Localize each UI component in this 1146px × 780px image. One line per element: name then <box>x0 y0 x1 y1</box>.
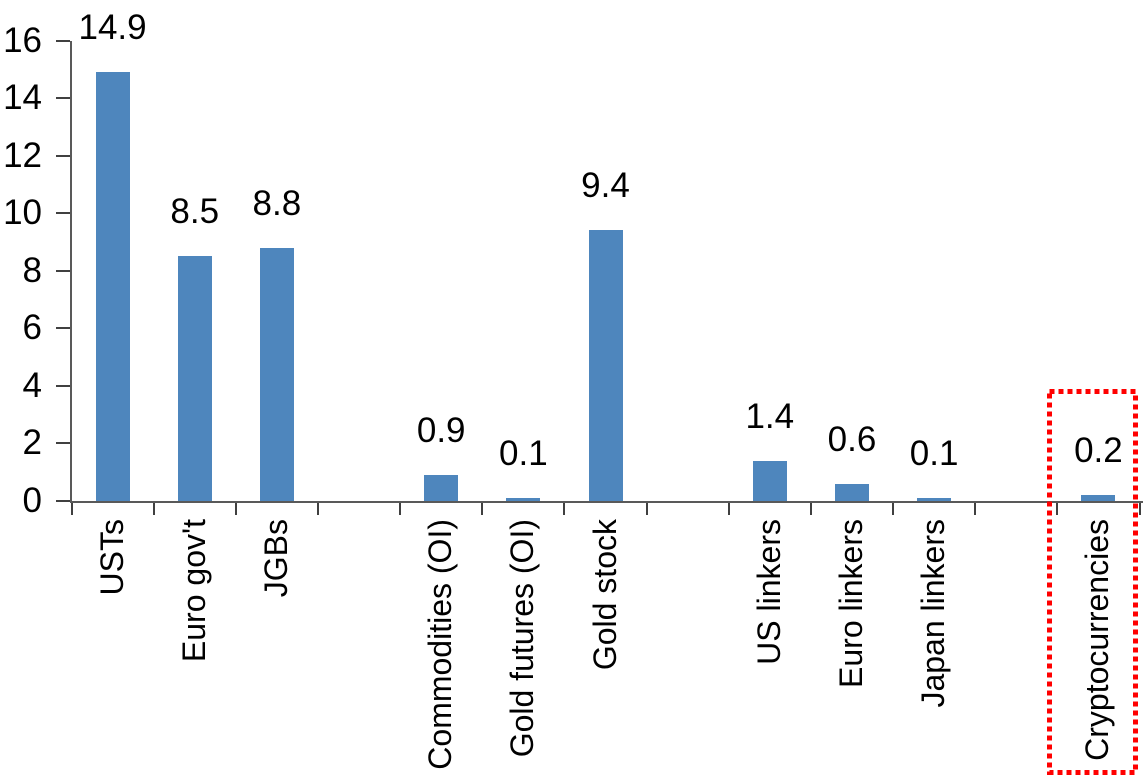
y-axis-tick <box>55 212 70 215</box>
bar-value-label: 9.4 <box>581 166 630 206</box>
y-axis-tick-label: 16 <box>3 20 42 60</box>
y-axis-tick-label: 2 <box>22 423 42 463</box>
y-axis-tick-label: 12 <box>3 135 42 175</box>
category-label: USTs <box>93 519 130 596</box>
bar-value-label: 0.1 <box>909 434 959 474</box>
x-axis-tick <box>1138 503 1141 515</box>
x-axis-tick <box>316 503 319 515</box>
bar <box>424 475 459 501</box>
x-axis-tick <box>974 503 977 515</box>
y-axis-tick <box>55 384 70 387</box>
bar <box>259 247 294 501</box>
category-label: Euro gov't <box>175 519 212 663</box>
y-axis-tick-label: 4 <box>22 365 42 405</box>
bar <box>506 498 541 501</box>
category-label: Euro linkers <box>832 519 869 688</box>
x-axis-tick <box>892 503 895 515</box>
y-axis-tick <box>55 97 70 100</box>
bar <box>752 460 787 501</box>
y-axis-tick <box>55 442 70 445</box>
bar <box>1081 495 1116 501</box>
x-axis-tick <box>1056 503 1059 515</box>
bar-value-label: 0.6 <box>827 419 877 459</box>
bar <box>95 72 130 501</box>
category-label: JGBs <box>257 519 294 598</box>
highlight-box <box>1047 389 1139 775</box>
y-axis-tick-label: 0 <box>22 481 42 520</box>
y-axis-tick-label: 6 <box>22 308 42 348</box>
x-axis-tick <box>399 503 402 515</box>
bar-value-label: 8.8 <box>252 183 302 223</box>
y-axis-tick-label: 10 <box>3 193 42 233</box>
bar-value-label: 8.5 <box>170 192 220 232</box>
x-axis-line <box>69 501 1143 503</box>
bar-value-label: 0.9 <box>416 411 466 451</box>
x-axis-tick <box>152 503 155 515</box>
category-label: Commodities (OI) <box>422 519 459 770</box>
x-axis-tick <box>481 503 484 515</box>
x-axis-tick <box>727 503 730 515</box>
x-axis-tick <box>809 503 812 515</box>
bar <box>834 483 869 501</box>
highlight-box-border <box>1047 389 1139 775</box>
bar-value-label: 0.2 <box>1074 431 1123 471</box>
y-axis-tick <box>55 39 70 42</box>
y-axis-tick <box>55 154 70 157</box>
y-axis-tick <box>55 327 70 330</box>
x-axis-tick <box>563 503 566 515</box>
y-axis-line <box>69 40 72 503</box>
y-axis-tick <box>55 269 70 272</box>
x-axis-tick <box>70 503 73 515</box>
y-axis-tick <box>55 500 70 502</box>
category-label: Gold stock <box>586 519 623 671</box>
category-label: US linkers <box>750 519 787 665</box>
bar <box>588 230 623 501</box>
category-label: Gold futures (OI) <box>504 519 541 758</box>
bar-value-label: 14.9 <box>78 8 147 48</box>
category-label: Japan linkers <box>915 519 952 708</box>
x-axis-tick <box>234 503 237 515</box>
bar-value-label: 1.4 <box>745 396 795 436</box>
y-axis-tick-label: 14 <box>3 78 42 118</box>
x-axis-tick <box>645 503 648 515</box>
y-axis-tick-label: 8 <box>22 250 42 290</box>
bar <box>917 498 952 501</box>
bar <box>177 256 212 501</box>
bar-value-label: 0.1 <box>499 434 548 474</box>
